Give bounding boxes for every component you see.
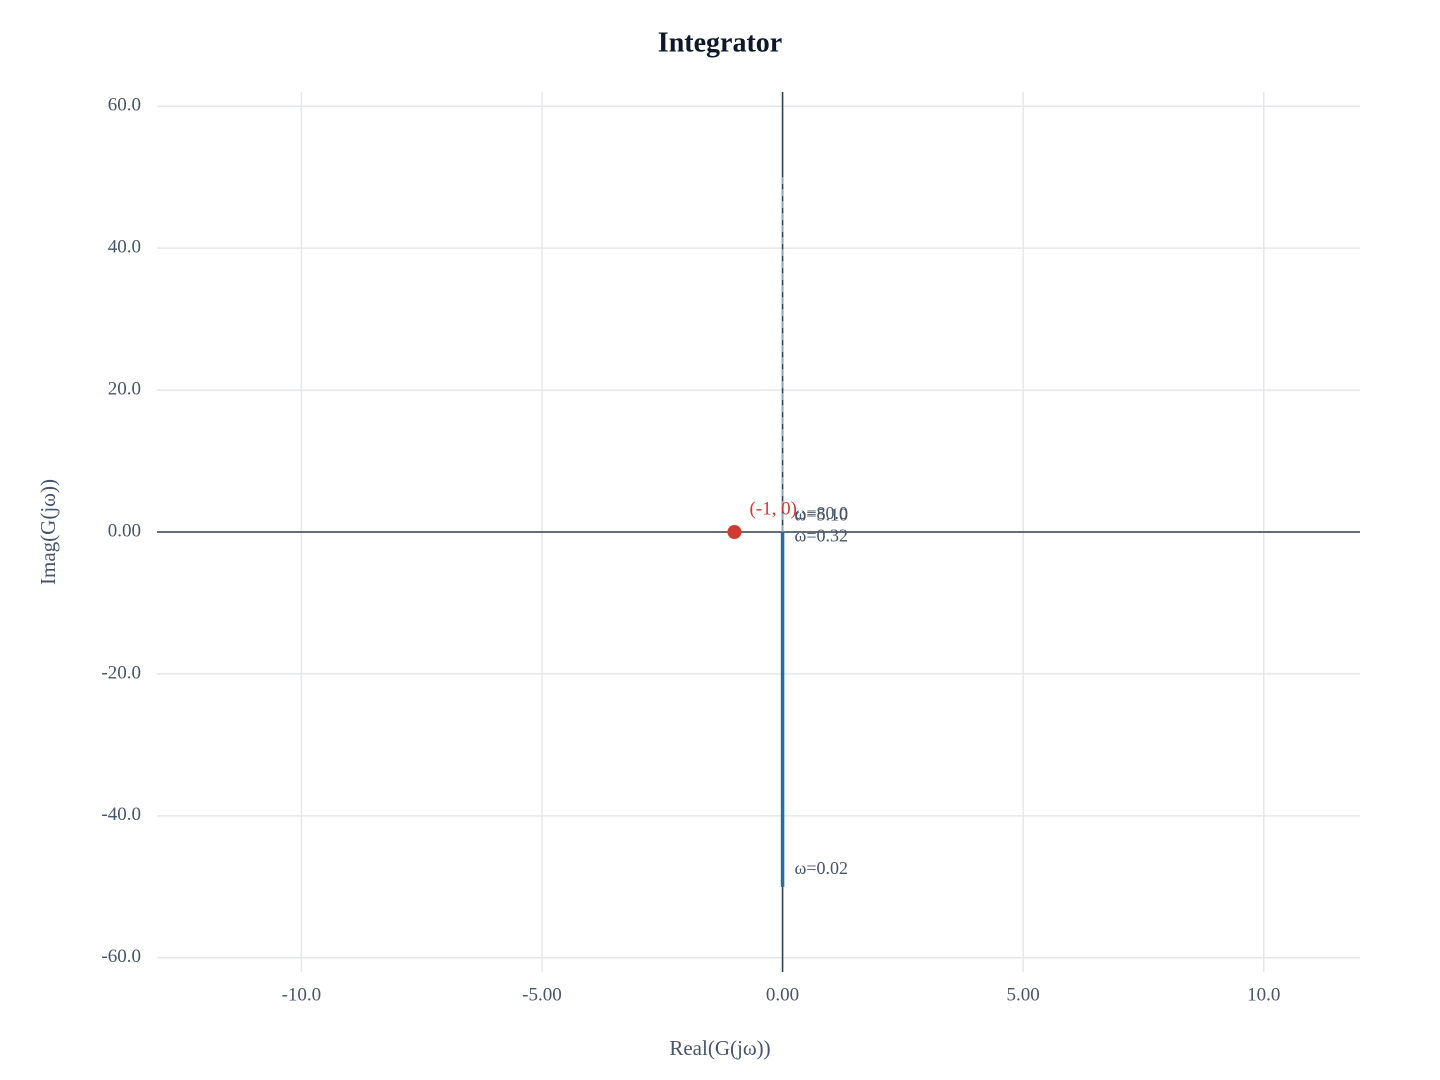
frequency-label: ω=5.10 [795,505,849,525]
y-tick-label: 60.0 [108,95,141,116]
frequency-label: ω=80.0 [795,503,849,523]
y-tick-label: -20.0 [101,662,141,683]
frequency-label: ω=0.32 [795,525,849,545]
y-tick-label: 0.00 [108,520,141,541]
x-tick-label: 5.00 [1007,984,1040,1005]
x-tick-label: -10.0 [282,984,322,1005]
frequency-label: ω=0.02 [795,858,849,878]
y-tick-label: -40.0 [101,804,141,825]
critical-point-label: (-1, 0) [749,498,796,519]
chart-title: Integrator [658,27,782,58]
x-axis-label: Real(G(jω)) [669,1036,770,1060]
y-tick-label: -60.0 [101,946,141,967]
x-tick-label: 10.0 [1247,984,1280,1005]
y-axis-label: Imag(G(jω)) [36,479,60,585]
x-tick-label: 0.00 [766,984,799,1005]
y-tick-label: 20.0 [108,378,141,399]
critical-point [727,525,742,539]
x-tick-label: -5.00 [522,984,562,1005]
y-tick-label: 40.0 [108,236,141,257]
